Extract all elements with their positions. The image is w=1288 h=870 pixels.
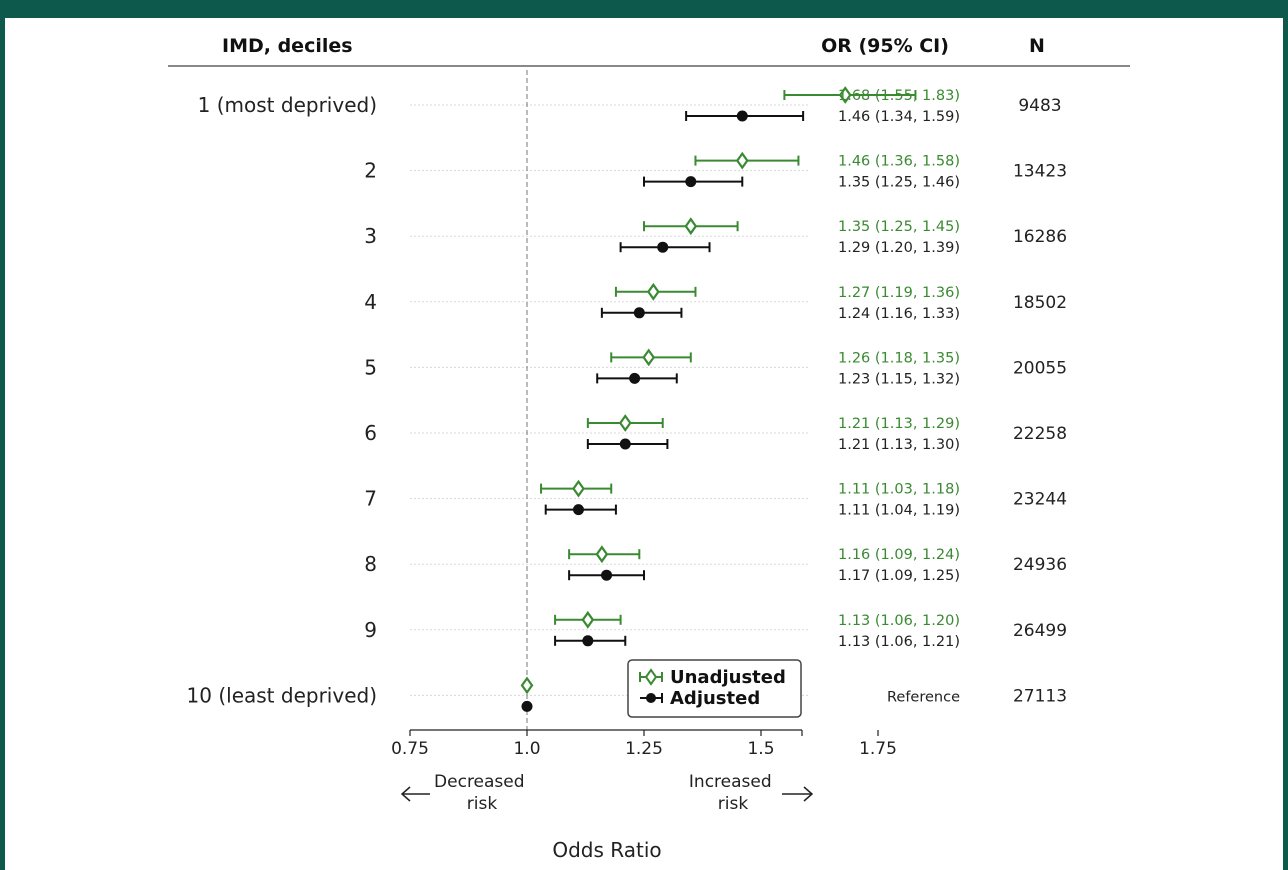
row-n: 23244 xyxy=(1013,490,1067,510)
unadjusted-point xyxy=(595,545,609,564)
adjusted-point xyxy=(633,307,645,319)
unadjusted-or-text: 1.13 (1.06, 1.20) xyxy=(838,613,960,629)
adjusted-point xyxy=(521,700,533,712)
row-label: 8 xyxy=(364,552,377,576)
unadjusted-point xyxy=(647,282,660,301)
x-tick-label: 1.0 xyxy=(513,739,540,759)
row-n: 22258 xyxy=(1013,424,1067,444)
legend-adjusted-label: Adjusted xyxy=(670,688,760,709)
x-tick-label: 1.75 xyxy=(859,739,897,759)
forest-row: 6 1.21 (1.13, 1.29) 1.21 (1.13, 1.30) 22258 xyxy=(364,414,1067,453)
adjusted-or-text: 1.24 (1.16, 1.33) xyxy=(838,306,960,322)
adjusted-point xyxy=(629,372,641,384)
row-label: 10 (least deprived) xyxy=(187,683,377,707)
row-label: 2 xyxy=(364,159,377,183)
adjusted-point xyxy=(685,176,697,188)
unadjusted-point xyxy=(618,414,632,432)
forest-row: 7 1.11 (1.03, 1.18) 1.11 (1.04, 1.19) 23244 xyxy=(364,479,1067,519)
legend: Unadjusted Adjusted xyxy=(627,659,802,718)
row-label: 7 xyxy=(364,487,377,511)
forest-row: 4 1.27 (1.19, 1.36) 1.24 (1.16, 1.33) 18502 xyxy=(364,282,1067,322)
forest-row: 9 1.13 (1.06, 1.20) 1.13 (1.06, 1.21) 26499 xyxy=(364,610,1067,650)
frame-right-bar xyxy=(1283,0,1288,870)
adjusted-or-text: 1.29 (1.20, 1.39) xyxy=(838,240,960,256)
unadjusted-point xyxy=(520,676,534,695)
legend-adjusted-marker-icon xyxy=(640,693,663,703)
unadjusted-point xyxy=(838,86,852,104)
forest-row: 2 1.46 (1.36, 1.58) 1.35 (1.25, 1.46) 13423 xyxy=(364,151,1067,191)
adjusted-point xyxy=(582,635,594,647)
row-label: 4 xyxy=(364,290,377,314)
decreased-risk-label: Decreased risk xyxy=(434,772,530,814)
n-column-header: N xyxy=(1029,35,1045,57)
forest-row: 1 (most deprived) 1.68 (1.55, 1.83) 1.46 (… xyxy=(198,86,1062,125)
x-axis: 0.75 1.0 1.25 1.5 1.75 xyxy=(391,729,897,759)
adjusted-or-text: 1.35 (1.25, 1.46) xyxy=(838,175,960,191)
unadjusted-point xyxy=(581,610,595,629)
row-label: 1 (most deprived) xyxy=(198,93,377,117)
right-arrow-icon xyxy=(782,786,814,802)
adjusted-point xyxy=(736,110,748,122)
row-label: 5 xyxy=(364,355,377,379)
legend-unadjusted-marker-icon xyxy=(639,668,663,686)
x-tick-label: 1.25 xyxy=(625,739,663,759)
left-arrow-icon xyxy=(400,786,430,802)
ci-column-header: OR (95% CI) xyxy=(821,35,949,57)
adjusted-point xyxy=(619,438,631,450)
forest-row: 5 1.26 (1.18, 1.35) 1.23 (1.15, 1.32) 20055 xyxy=(364,348,1067,387)
frame-left-bar xyxy=(0,0,5,870)
adjusted-point xyxy=(657,241,669,253)
unadjusted-point xyxy=(572,479,585,498)
forest-row: 10 (least deprived) Reference 27113 xyxy=(187,676,1067,712)
forest-row: 8 1.16 (1.09, 1.24) 1.17 (1.09, 1.25) 24936 xyxy=(364,545,1067,584)
adjusted-or-text: 1.23 (1.15, 1.32) xyxy=(838,371,960,387)
reference-text: Reference xyxy=(887,689,960,705)
row-n: 9483 xyxy=(1018,96,1061,116)
row-n: 13423 xyxy=(1013,162,1067,182)
unadjusted-or-text: 1.46 (1.36, 1.58) xyxy=(838,154,960,170)
row-label: 9 xyxy=(364,618,377,642)
row-label: 3 xyxy=(364,224,377,248)
row-n: 18502 xyxy=(1013,293,1067,313)
x-tick-label: 1.5 xyxy=(747,739,774,759)
x-tick-label: 0.75 xyxy=(391,739,429,759)
adjusted-or-text: 1.21 (1.13, 1.30) xyxy=(838,437,960,453)
frame-top-bar xyxy=(0,0,1288,18)
unadjusted-or-text: 1.21 (1.13, 1.29) xyxy=(838,416,960,432)
adjusted-or-text: 1.11 (1.04, 1.19) xyxy=(838,503,960,519)
unadjusted-point xyxy=(642,348,656,367)
unadjusted-point xyxy=(735,151,749,170)
forest-row: 3 1.35 (1.25, 1.45) 1.29 (1.20, 1.39) 16286 xyxy=(364,217,1067,256)
row-gridlines xyxy=(410,104,808,696)
legend-unadjusted-label: Unadjusted xyxy=(670,667,786,688)
unadjusted-or-text: 1.11 (1.03, 1.18) xyxy=(838,482,960,498)
x-axis-title: Odds Ratio xyxy=(552,838,661,862)
adjusted-point xyxy=(601,569,613,581)
unadjusted-point xyxy=(684,217,698,236)
increased-risk-label: Increased risk xyxy=(689,772,777,814)
adjusted-or-text: 1.46 (1.34, 1.59) xyxy=(838,109,960,125)
row-n: 26499 xyxy=(1013,621,1067,641)
row-n: 24936 xyxy=(1013,555,1067,575)
unadjusted-or-text: 1.27 (1.19, 1.36) xyxy=(838,285,960,301)
adjusted-or-text: 1.13 (1.06, 1.21) xyxy=(838,634,960,650)
unadjusted-or-text: 1.68 (1.55, 1.83) xyxy=(838,88,960,104)
forest-rows: 1 (most deprived) 1.68 (1.55, 1.83) 1.46 (… xyxy=(187,86,1067,712)
row-label: 6 xyxy=(364,421,377,445)
row-n: 27113 xyxy=(1013,686,1067,706)
unadjusted-or-text: 1.35 (1.25, 1.45) xyxy=(838,219,960,235)
unadjusted-or-text: 1.16 (1.09, 1.24) xyxy=(838,547,960,563)
row-n: 16286 xyxy=(1013,227,1067,247)
row-n: 20055 xyxy=(1013,358,1067,378)
label-column-header: IMD, deciles xyxy=(222,35,353,57)
adjusted-or-text: 1.17 (1.09, 1.25) xyxy=(838,568,960,584)
adjusted-point xyxy=(572,504,584,516)
unadjusted-or-text: 1.26 (1.18, 1.35) xyxy=(838,350,960,366)
